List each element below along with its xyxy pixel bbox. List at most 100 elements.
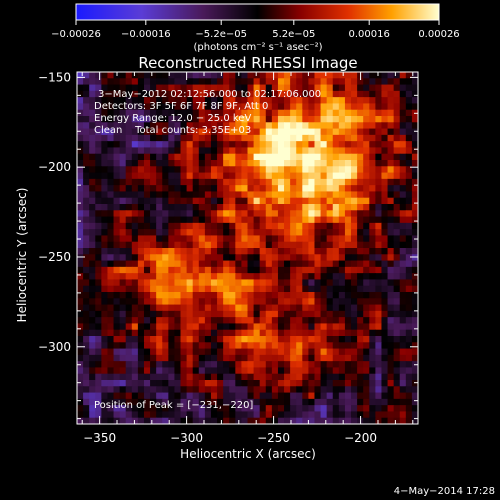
heatmap-cell xyxy=(235,285,243,293)
heatmap-cell xyxy=(168,204,176,211)
heatmap-cell xyxy=(204,260,212,268)
heatmap-cell xyxy=(125,348,133,356)
heatmap-cell xyxy=(284,323,291,331)
heatmap-cell xyxy=(168,298,176,306)
heatmap-cell xyxy=(296,235,303,243)
heatmap-cell xyxy=(253,197,261,205)
heatmap-cell xyxy=(210,292,218,299)
heatmap-cell xyxy=(363,254,370,262)
heatmap-cell xyxy=(198,72,206,79)
heatmap-cell xyxy=(296,298,303,306)
heatmap-cell xyxy=(77,336,84,343)
heatmap-cell xyxy=(363,354,370,362)
heatmap-cell xyxy=(363,392,370,400)
heatmap-cell xyxy=(223,97,230,105)
heatmap-cell xyxy=(89,147,96,155)
heatmap-cell xyxy=(296,210,303,218)
heatmap-cell xyxy=(277,342,285,350)
heatmap-cell xyxy=(113,373,121,381)
heatmap-cell xyxy=(223,292,230,299)
heatmap-cell xyxy=(320,298,328,306)
heatmap-cell xyxy=(290,103,297,111)
heatmap-cell xyxy=(399,260,407,268)
heatmap-cell xyxy=(235,141,243,149)
heatmap-cell xyxy=(308,398,316,406)
heatmap-cell xyxy=(302,323,309,331)
heatmap-cell xyxy=(198,84,206,92)
heatmap-cell xyxy=(95,361,102,369)
heatmap-cell xyxy=(89,310,96,318)
heatmap-cell xyxy=(284,84,291,92)
heatmap-cell xyxy=(399,166,407,174)
heatmap-cell xyxy=(83,160,90,167)
heatmap-cell xyxy=(174,78,182,86)
heatmap-cell xyxy=(332,386,340,394)
heatmap-cell xyxy=(107,373,115,381)
heatmap-cell xyxy=(113,273,121,281)
heatmap-cell xyxy=(369,260,376,268)
heatmap-cell xyxy=(107,292,115,299)
heatmap-cell xyxy=(338,134,346,142)
heatmap-cell xyxy=(265,323,273,331)
heatmap-cell xyxy=(186,166,194,174)
heatmap-cell xyxy=(168,260,176,268)
heatmap-cell xyxy=(210,342,218,350)
heatmap-cell xyxy=(399,354,407,362)
heatmap-cell xyxy=(296,216,303,224)
heatmap-cell xyxy=(393,241,401,249)
heatmap-cell xyxy=(369,97,376,105)
heatmap-cell xyxy=(83,103,90,111)
heatmap-cell xyxy=(156,72,163,79)
heatmap-cell xyxy=(119,84,127,92)
heatmap-cell xyxy=(265,84,273,92)
heatmap-cell xyxy=(253,103,261,111)
heatmap-cell xyxy=(411,298,418,306)
heatmap-cell xyxy=(369,84,376,92)
heatmap-cell xyxy=(271,103,279,111)
heatmap-cell xyxy=(192,229,200,237)
heatmap-cell xyxy=(101,248,109,255)
heatmap-cell xyxy=(369,160,376,167)
heatmap-cell xyxy=(229,141,236,149)
heatmap-cell xyxy=(95,160,102,167)
heatmap-cell xyxy=(192,172,200,180)
heatmap-cell xyxy=(113,298,121,306)
heatmap-cell xyxy=(290,178,297,186)
heatmap-cell xyxy=(387,153,395,161)
heatmap-cell xyxy=(162,116,169,123)
heatmap-cell xyxy=(381,336,389,343)
heatmap-cell xyxy=(375,84,383,92)
heatmap-cell xyxy=(259,134,267,142)
heatmap-cell xyxy=(143,72,151,79)
heatmap-cell xyxy=(314,229,322,237)
heatmap-cell xyxy=(186,128,194,136)
heatmap-cell xyxy=(308,386,316,394)
heatmap-cell xyxy=(253,122,261,130)
heatmap-cell xyxy=(332,84,340,92)
heatmap-cell xyxy=(326,185,334,193)
heatmap-cell xyxy=(387,241,395,249)
heatmap-cell xyxy=(253,317,261,325)
heatmap-cell xyxy=(265,417,273,424)
heatmap-cell xyxy=(119,210,127,218)
heatmap-cell xyxy=(204,329,212,337)
heatmap-cell xyxy=(162,222,169,230)
heatmap-cell xyxy=(210,380,218,387)
heatmap-cell xyxy=(131,361,139,369)
heatmap-cell xyxy=(393,128,401,136)
heatmap-cell xyxy=(137,216,145,224)
heatmap-cell xyxy=(375,285,383,293)
heatmap-cell xyxy=(277,386,285,394)
heatmap-cell xyxy=(223,147,230,155)
heatmap-cell xyxy=(241,122,249,130)
heatmap-cell xyxy=(247,260,255,268)
heatmap-cell xyxy=(156,109,163,117)
heatmap-cell xyxy=(143,160,151,167)
x-tick-label: −200 xyxy=(344,431,377,445)
heatmap-cell xyxy=(223,204,230,211)
heatmap-cell xyxy=(186,172,194,180)
heatmap-cell xyxy=(314,367,322,375)
heatmap-cell xyxy=(77,367,84,375)
heatmap-cell xyxy=(143,185,151,193)
heatmap-cell xyxy=(308,222,316,230)
